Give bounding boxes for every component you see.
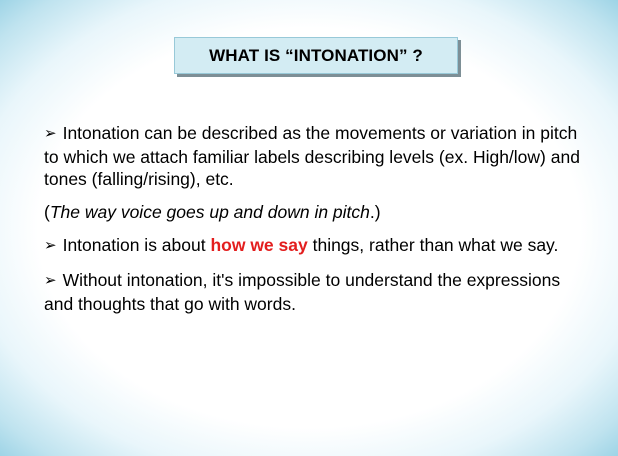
note-italic-text: The way voice goes up and down in pitch: [49, 202, 370, 222]
note-open-paren: (: [44, 202, 50, 222]
slide-title: WHAT IS “INTONATION” ?: [209, 45, 423, 65]
bullet-point-2-highlight: how we say: [210, 235, 308, 255]
bullet-point-3-text: Without intonation, it's impossible to u…: [44, 270, 561, 314]
arrow-bullet-icon: ➢: [44, 125, 57, 142]
bullet-point-2: ➢ Intonation is about how we say things, …: [44, 234, 584, 258]
bullet-point-2-text-after: things, rather than what we say.: [307, 235, 559, 255]
slide-content: ➢ Intonation can be described as the move…: [44, 122, 584, 326]
parenthetical-note: (The way voice goes up and down in pitch…: [44, 201, 584, 223]
title-box: WHAT IS “INTONATION” ?: [174, 37, 458, 74]
bullet-point-1-text: Intonation can be described as the movem…: [44, 123, 580, 189]
note-close-paren: .): [369, 202, 381, 222]
bullet-point-3: ➢ Without intonation, it's impossible to …: [44, 269, 584, 315]
arrow-bullet-icon: ➢: [44, 272, 57, 289]
bullet-point-1: ➢ Intonation can be described as the move…: [44, 122, 584, 190]
arrow-bullet-icon: ➢: [44, 237, 57, 254]
bullet-point-2-text-before: Intonation is about: [62, 235, 211, 255]
